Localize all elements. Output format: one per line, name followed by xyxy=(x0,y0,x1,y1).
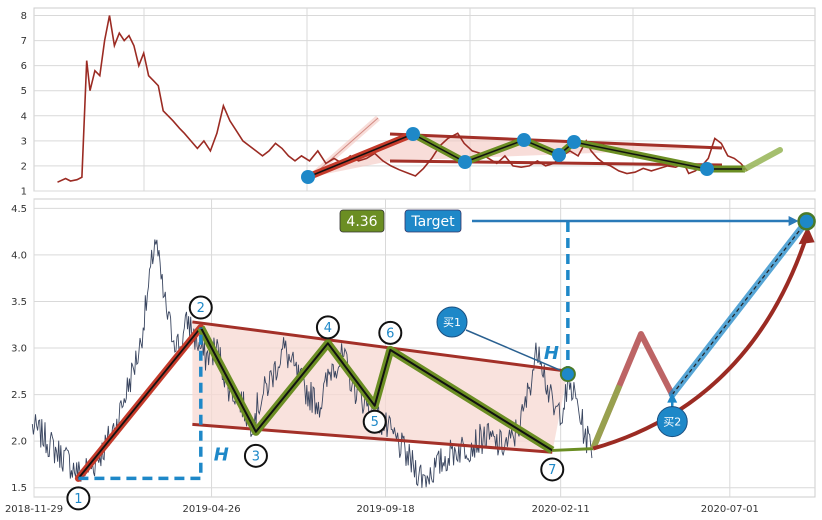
target-point xyxy=(797,212,816,231)
overview-rise-guide-band xyxy=(309,115,380,180)
target-line-core xyxy=(671,220,808,395)
projection-curve-arrowhead xyxy=(798,226,815,245)
pivot-label: 7 xyxy=(548,463,556,478)
pivot-label: 5 xyxy=(371,415,379,430)
main-y-tick-label: 4.0 xyxy=(11,250,27,261)
target-badge xyxy=(404,209,462,233)
pivot-marker xyxy=(66,486,91,511)
overview-y-tick-label: 3 xyxy=(21,136,27,147)
main-y-tick-label: 3.0 xyxy=(11,344,27,355)
height-guide-1 xyxy=(78,327,203,481)
overview-y-tick-label: 8 xyxy=(21,11,27,22)
main-y-ticks: 1.5 2.0 2.5 3.0 3.5 4.0 4.5 xyxy=(11,204,27,494)
x-tick-label: 2019-04-26 xyxy=(182,504,240,515)
pivot-labels: 1 2 3 4 5 6 7 xyxy=(66,295,565,511)
pivot-marker xyxy=(362,409,387,434)
target-badge-text: Target xyxy=(410,214,455,230)
buy-2-label: 买2 xyxy=(663,416,681,429)
buy-1-marker xyxy=(436,306,468,338)
x-tick-label: 2019-09-18 xyxy=(356,504,414,515)
overview-projection xyxy=(742,147,783,172)
overview-y-tick-label: 5 xyxy=(21,86,27,97)
overview-panel: 1 2 3 4 5 6 7 8 xyxy=(21,7,816,198)
overview-y-tick-label: 1 xyxy=(21,187,27,198)
pivot-label: 6 xyxy=(386,326,394,341)
overview-y-tick-label: 4 xyxy=(21,111,27,122)
pivot-label: 1 xyxy=(74,492,82,507)
overview-pivot-marker xyxy=(567,135,581,149)
target-arrow-head xyxy=(788,216,799,226)
pivot-label: 3 xyxy=(252,449,260,464)
pattern-zigzag-core xyxy=(199,327,553,452)
main-y-tick-label: 2.0 xyxy=(11,437,27,448)
overview-pivot-marker xyxy=(517,133,531,147)
main-y-tick-label: 4.5 xyxy=(11,204,27,215)
overview-pivot-marker xyxy=(700,162,714,176)
pivot-marker xyxy=(243,443,268,468)
main-y-tick-label: 3.5 xyxy=(11,297,27,308)
pivot-marker xyxy=(540,457,565,482)
pivot-marker xyxy=(188,295,213,320)
price-series xyxy=(31,239,593,488)
overview-channel-fill xyxy=(311,135,722,177)
height-label-1: H xyxy=(214,444,229,465)
buy-1-point xyxy=(559,366,576,383)
value-badge-text: 4.36 xyxy=(346,214,377,230)
pivot-marker xyxy=(378,320,403,345)
pivot-marker xyxy=(315,315,340,340)
overview-y-ticks: 1 2 3 4 5 6 7 8 xyxy=(21,11,27,197)
buy-2-marker xyxy=(656,406,688,438)
overview-price-line xyxy=(57,15,748,183)
overview-rise-leg-core xyxy=(307,133,414,178)
rise-leg-core xyxy=(77,326,202,479)
value-badge xyxy=(339,209,385,233)
overview-pivot-marker xyxy=(301,170,315,184)
height-label-2: H xyxy=(544,343,559,364)
overview-pivot-marker xyxy=(458,155,472,169)
overview-y-tick-label: 6 xyxy=(21,61,27,72)
main-y-tick-label: 2.5 xyxy=(11,390,27,401)
overview-y-tick-label: 7 xyxy=(21,36,27,47)
buy-2-pointer-head xyxy=(667,392,678,403)
projection-zigzag-start xyxy=(590,384,623,450)
overview-pattern xyxy=(301,127,783,184)
main-panel: 1.5 2.0 2.5 3.0 3.5 4.0 4.5 2018-11-29 2019-04-… xyxy=(5,198,816,515)
projection-curve xyxy=(592,235,809,451)
overview-channel-upper xyxy=(389,132,723,150)
overview-pivot-marker xyxy=(552,148,566,162)
channel-upper-line xyxy=(192,320,569,373)
projection-flat xyxy=(552,447,594,452)
x-tick-label: 2020-07-01 xyxy=(701,504,759,515)
x-tick-label: 2020-02-11 xyxy=(532,504,590,515)
main-y-tick-label: 1.5 xyxy=(11,483,27,494)
x-tick-label: 2018-11-29 xyxy=(5,504,63,515)
pivot-label: 4 xyxy=(324,321,332,336)
buy-1-label: 买1 xyxy=(443,316,461,329)
buy-1-pointer xyxy=(465,329,561,371)
main-x-ticks: 2018-11-29 2019-04-26 2019-09-18 2020-02-11… xyxy=(5,504,759,515)
pivot-label: 2 xyxy=(197,301,205,316)
overview-y-tick-label: 2 xyxy=(21,161,27,172)
overview-pivot-marker xyxy=(406,127,420,141)
